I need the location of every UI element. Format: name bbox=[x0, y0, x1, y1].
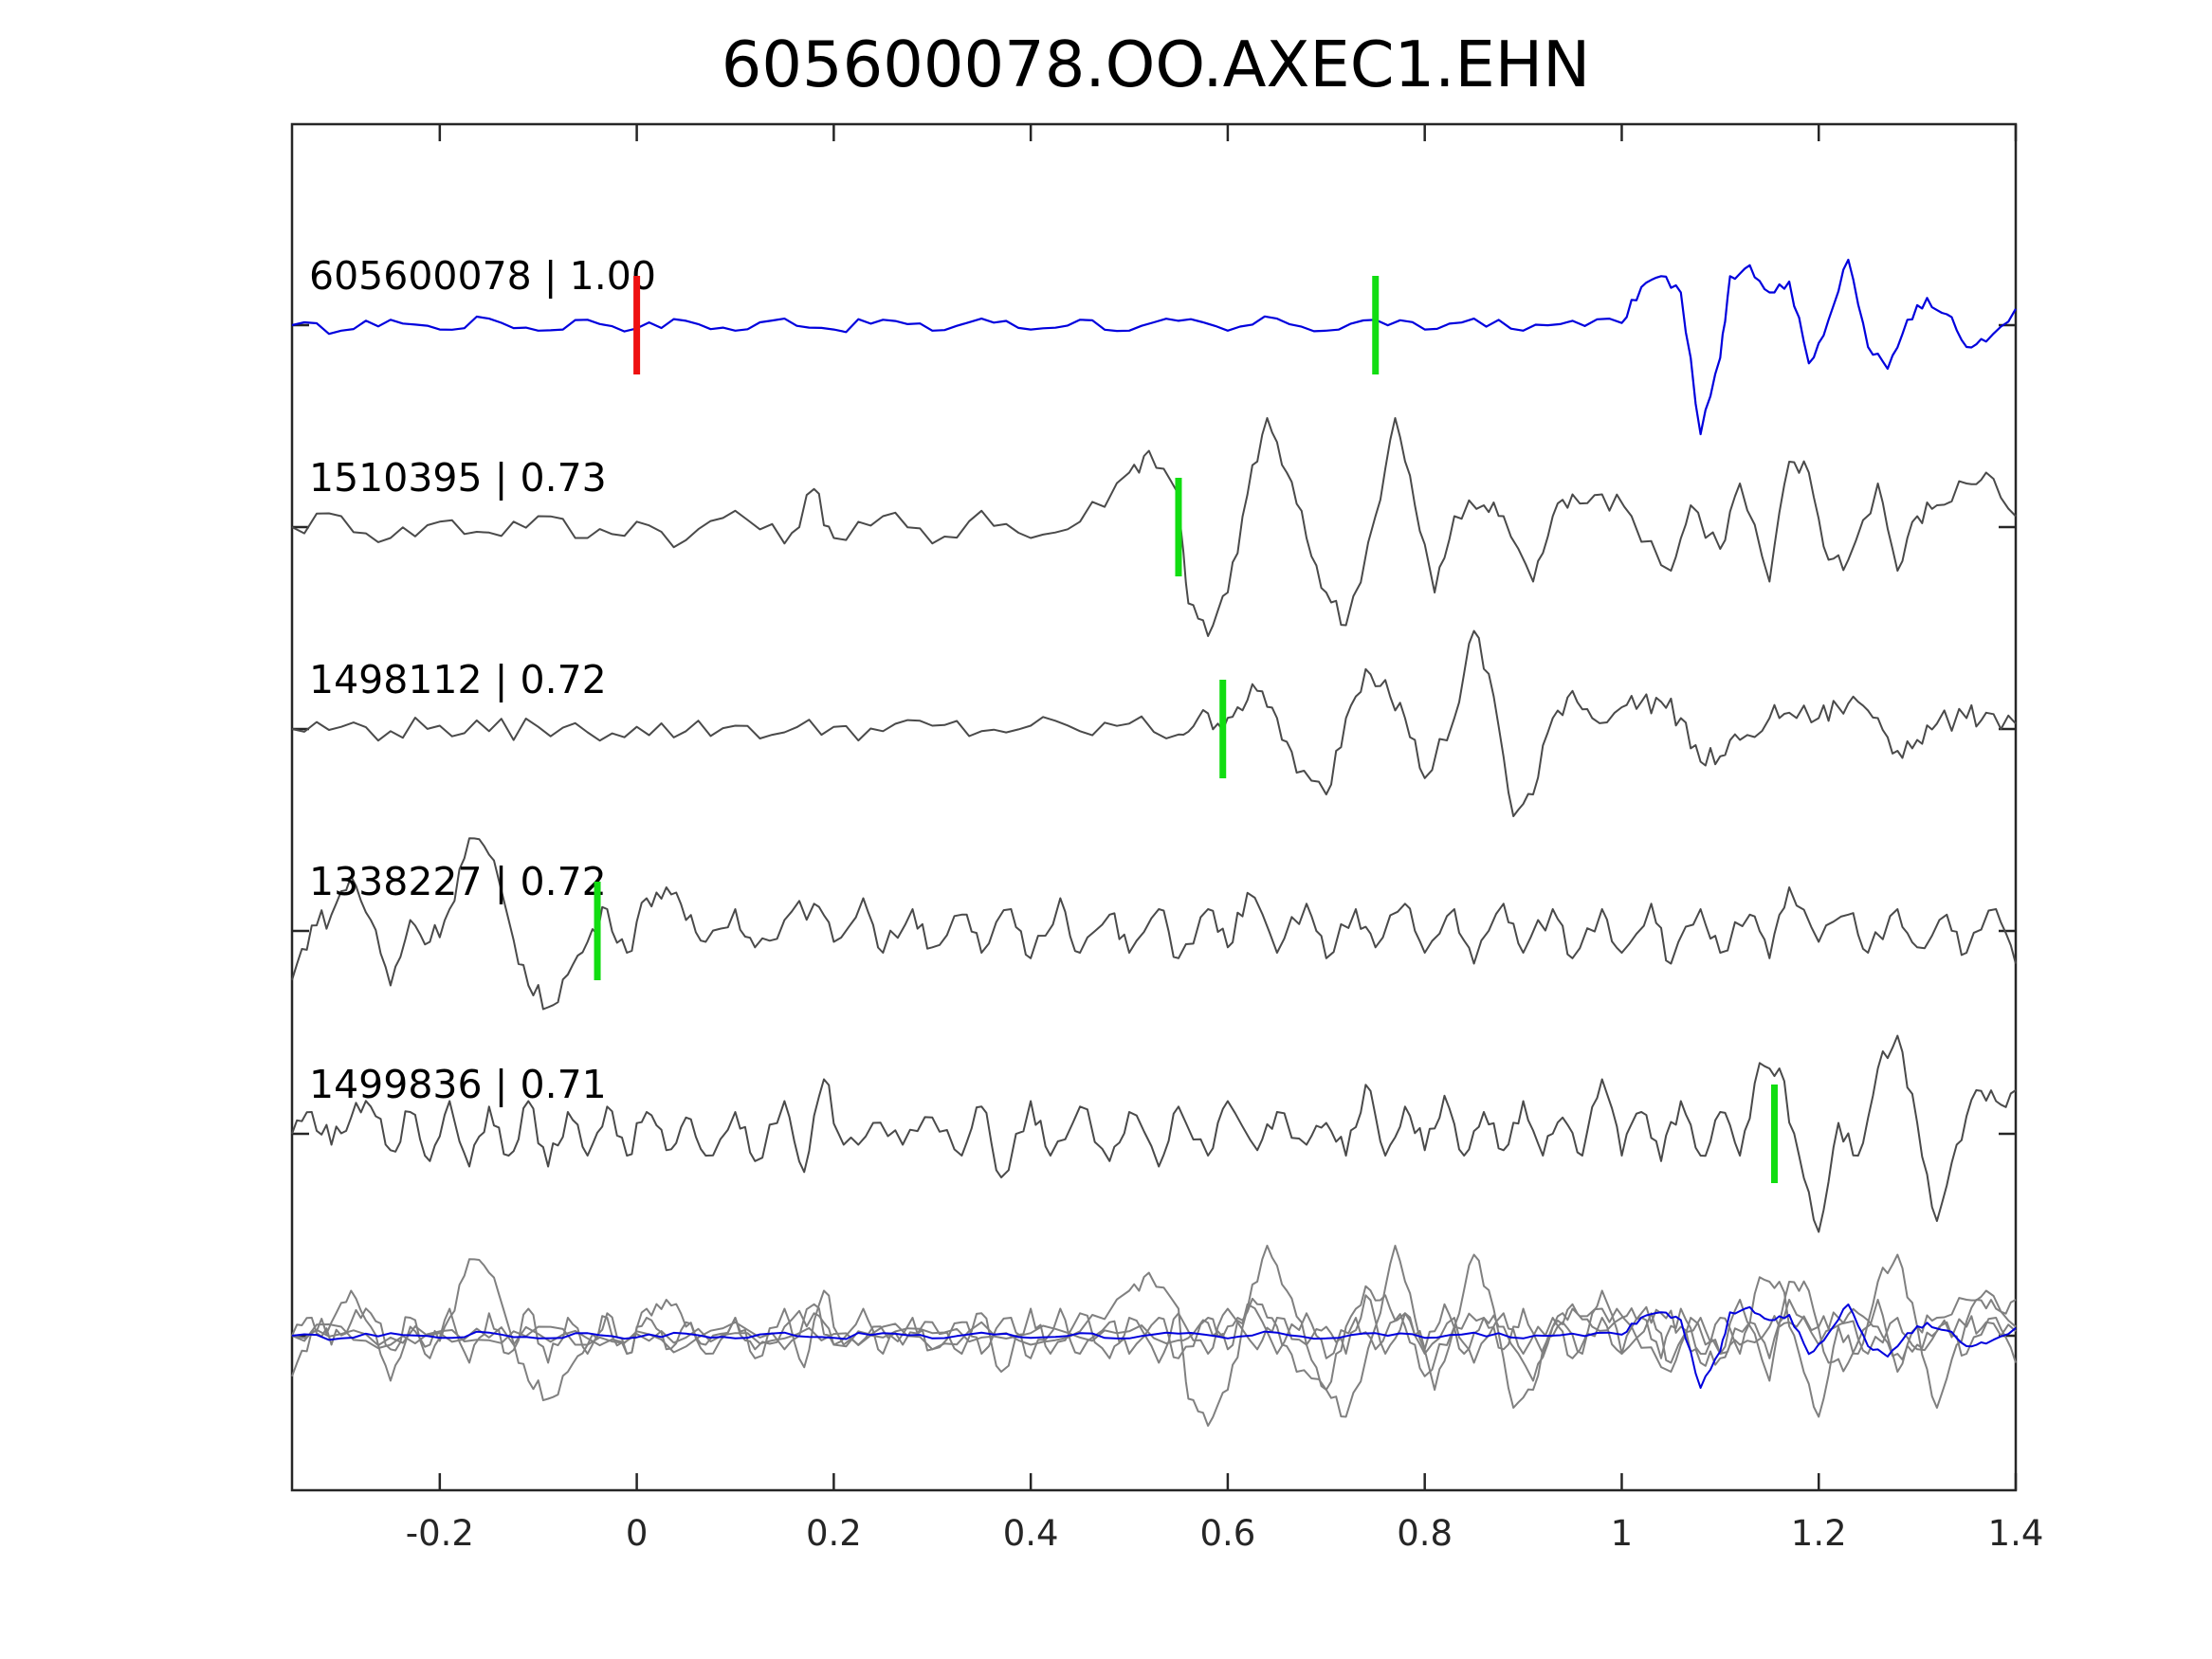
x-tick-label: 0.8 bbox=[1397, 1513, 1453, 1554]
overlay-panel bbox=[291, 1245, 2017, 1427]
waveform-trace bbox=[291, 417, 2017, 637]
phase-pick-marker bbox=[594, 882, 601, 980]
phase-pick-marker bbox=[1770, 1085, 1778, 1183]
overlay-trace bbox=[291, 1258, 2017, 1402]
x-axis: -0.2 0 0.2 0.4 0.6 0.8 1 1.2 1.4 bbox=[292, 124, 2043, 1554]
overlay-trace bbox=[291, 1304, 2017, 1389]
phase-pick-marker bbox=[1175, 478, 1182, 576]
x-tick-label: 1.4 bbox=[1988, 1513, 2044, 1554]
x-tick-label: 1 bbox=[1611, 1513, 1634, 1554]
x-tick-label: 1.2 bbox=[1791, 1513, 1847, 1554]
x-tick-label: -0.2 bbox=[406, 1513, 474, 1554]
waveform-trace bbox=[291, 258, 2017, 436]
x-tick-label: 0.4 bbox=[1003, 1513, 1059, 1554]
phase-pick-marker bbox=[1219, 680, 1227, 778]
x-tick-label: 0.2 bbox=[806, 1513, 862, 1554]
trace-label: 1499836 | 0.71 bbox=[309, 1062, 607, 1107]
axes-frame bbox=[290, 122, 2018, 1492]
phase-pick-marker bbox=[1372, 276, 1380, 374]
overlay-trace bbox=[291, 1245, 2017, 1427]
trace-label: 605600078 | 1.00 bbox=[309, 253, 656, 299]
waveform-trace bbox=[291, 1034, 2017, 1233]
overlay-trace bbox=[291, 1253, 2017, 1418]
trace-label: 1498112 | 0.72 bbox=[309, 657, 607, 702]
x-tick-label: 0.6 bbox=[1199, 1513, 1255, 1554]
chart-title: 605600078.OO.AXEC1.EHN bbox=[722, 27, 1591, 101]
waveform-trace bbox=[291, 837, 2017, 1011]
trace-stack: 605600078 | 1.00 1510395 | 0.73 1498112 | … bbox=[291, 253, 2017, 1233]
trace-label: 1338227 | 0.72 bbox=[309, 859, 607, 904]
trace-label: 1510395 | 0.73 bbox=[309, 455, 607, 501]
waveform-trace bbox=[291, 629, 2017, 817]
phase-pick-marker bbox=[633, 276, 641, 374]
x-tick-label: 0 bbox=[626, 1513, 649, 1554]
